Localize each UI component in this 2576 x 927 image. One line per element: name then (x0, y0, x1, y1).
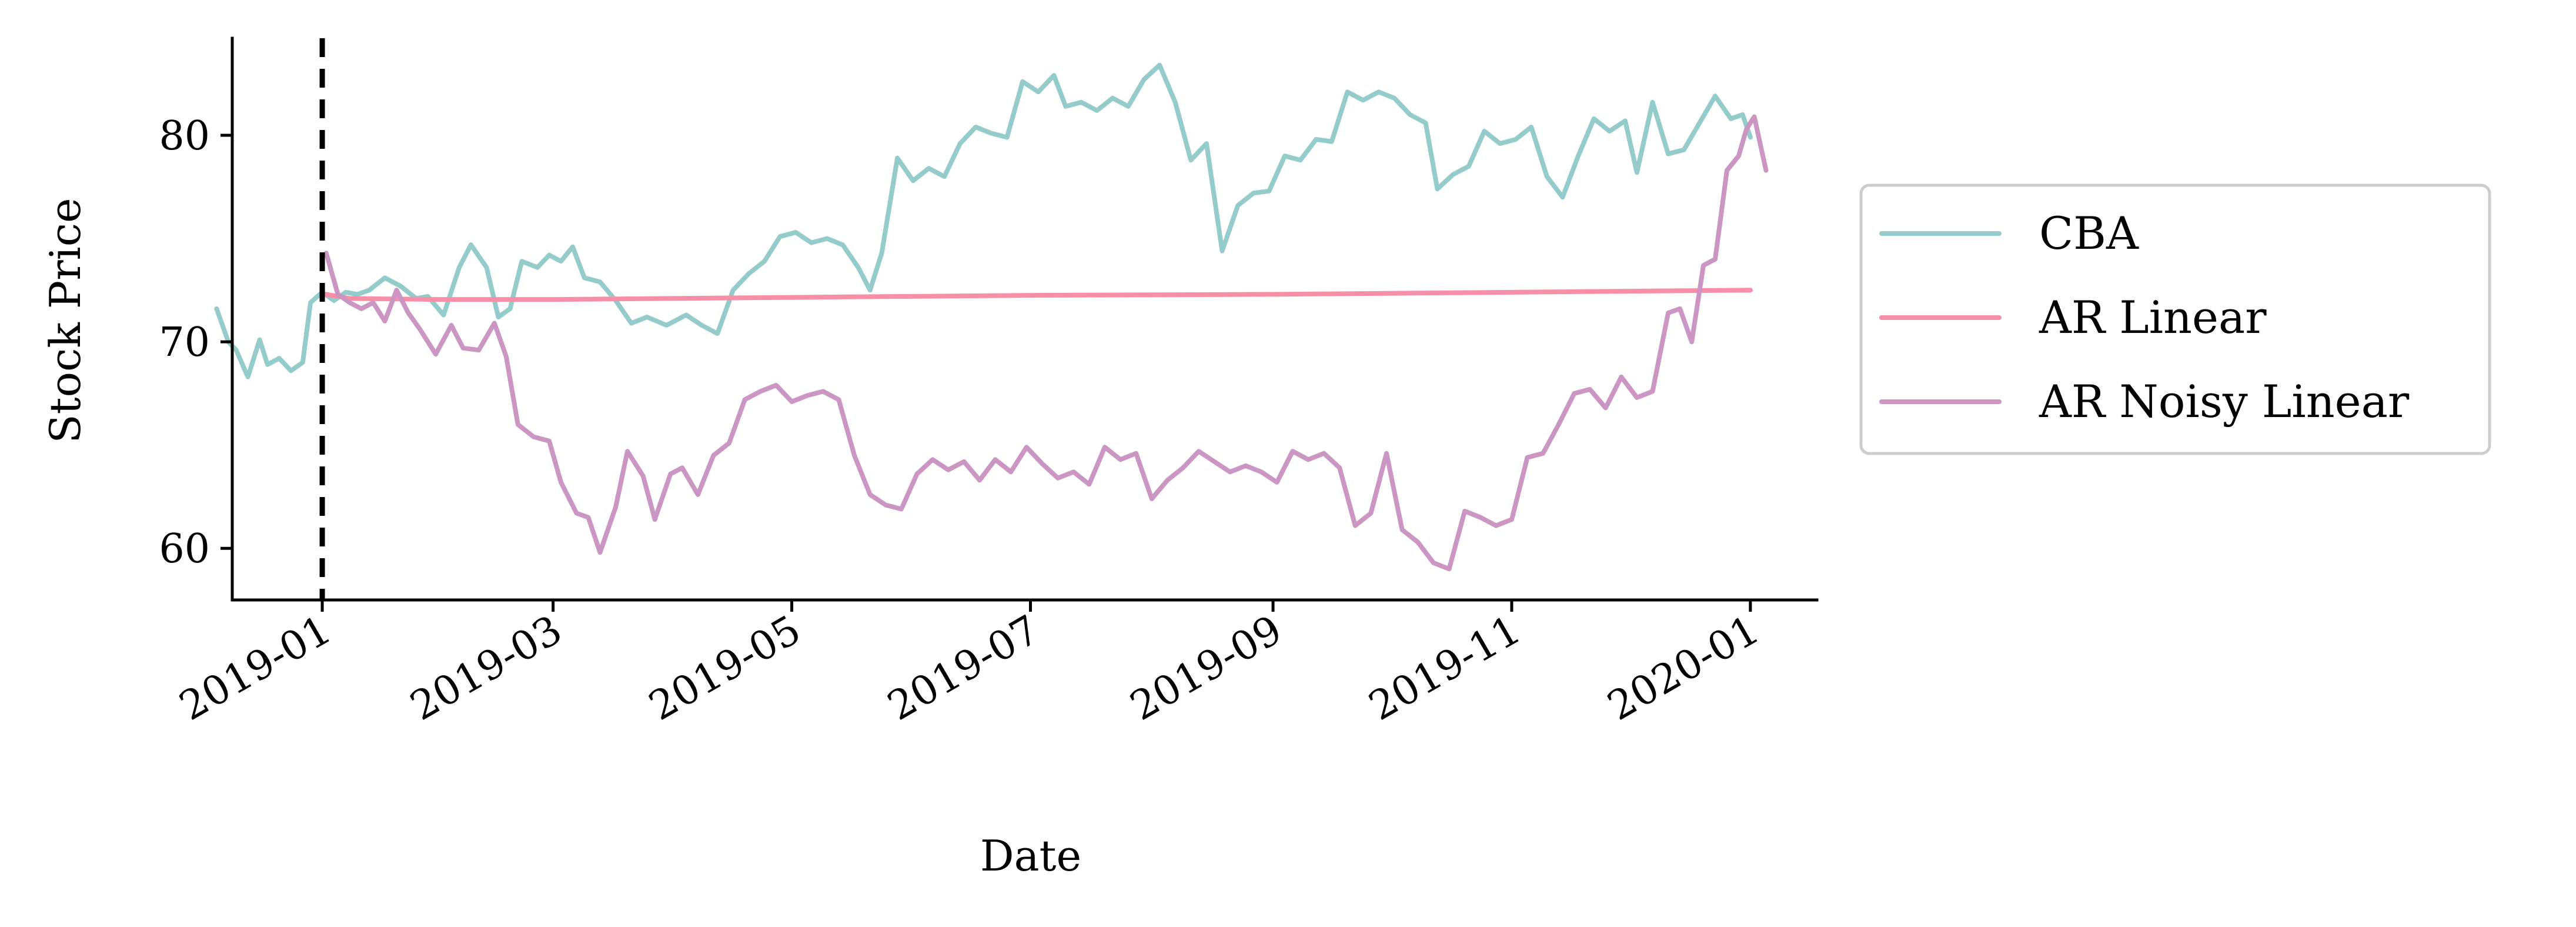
legend-label: CBA (2039, 207, 2139, 259)
y-tick-label: 60 (159, 526, 210, 572)
axes (230, 36, 1819, 602)
series-line-ar-linear (323, 288, 1753, 302)
x-tick-label: 2019-09 (1122, 606, 1289, 730)
series-line-ar-noisy-linear (323, 114, 1769, 572)
legend: CBA AR Linear AR Noisy Linear (1859, 184, 2491, 455)
x-tick-label: 2019-05 (642, 606, 808, 730)
x-tick-label: 2019-11 (1361, 606, 1528, 730)
x-tick-label: 2020-01 (1600, 606, 1767, 730)
y-tick-label: 80 (159, 113, 210, 159)
y-axis-label: Stock Price (41, 198, 90, 443)
x-ticks: 2019-01 2019-03 2019-05 2019-07 2019-09 2019-… (172, 600, 1767, 730)
legend-label: AR Linear (2039, 291, 2267, 344)
legend-label: AR Noisy Linear (2039, 375, 2410, 428)
x-axis-label: Date (980, 831, 1081, 881)
x-tick-label: 2019-03 (403, 606, 570, 730)
y-ticks: 60 70 80 (159, 113, 232, 572)
x-tick-label: 2019-01 (172, 606, 339, 730)
legend-frame (1859, 184, 2491, 455)
plot-lines (214, 62, 1769, 572)
y-tick-label: 70 (159, 319, 210, 366)
x-tick-label: 2019-07 (880, 606, 1047, 730)
